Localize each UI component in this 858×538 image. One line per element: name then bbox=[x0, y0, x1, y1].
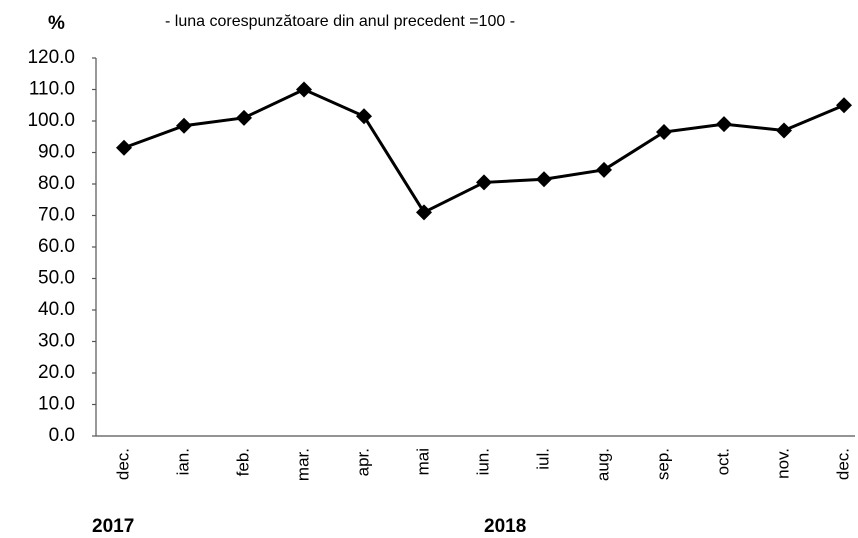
category-group-label: 2017 bbox=[92, 516, 134, 537]
x-tick-label: iul. bbox=[533, 448, 552, 470]
y-tick-label: 10.0 bbox=[38, 394, 75, 415]
y-tick-label: 70.0 bbox=[38, 205, 75, 226]
y-tick-label: 80.0 bbox=[38, 173, 75, 194]
y-tick-label: 60.0 bbox=[38, 236, 75, 257]
marker bbox=[536, 171, 552, 188]
marker bbox=[116, 139, 132, 156]
marker bbox=[716, 116, 732, 133]
x-tick-label: mai bbox=[413, 448, 432, 475]
marker bbox=[296, 81, 312, 98]
x-tick-label: dec. bbox=[833, 448, 852, 480]
y-tick-label: 20.0 bbox=[38, 362, 75, 383]
y-tick-label: 30.0 bbox=[38, 331, 75, 352]
y-tick-label: 40.0 bbox=[38, 299, 75, 320]
x-tick-label: apr. bbox=[353, 448, 372, 476]
y-axis-label: % bbox=[48, 13, 65, 34]
marker bbox=[776, 122, 792, 139]
category-group-label: 2018 bbox=[484, 516, 526, 537]
marker bbox=[416, 204, 432, 221]
y-tick-label: 0.0 bbox=[49, 425, 75, 446]
subtitle: - luna corespunzătoare din anul preceden… bbox=[165, 13, 515, 30]
marker bbox=[836, 97, 852, 114]
y-tick-label: 100.0 bbox=[27, 110, 75, 131]
x-tick-label: aug. bbox=[593, 448, 612, 481]
x-tick-label: nov. bbox=[773, 448, 792, 479]
x-tick-label: sep. bbox=[653, 448, 672, 480]
y-tick-label: 50.0 bbox=[38, 268, 75, 289]
x-tick-label: iun. bbox=[473, 448, 492, 475]
marker bbox=[176, 117, 192, 134]
marker bbox=[656, 124, 672, 141]
x-tick-label: feb. bbox=[233, 448, 252, 476]
x-tick-label: dec. bbox=[113, 448, 132, 480]
line bbox=[123, 87, 845, 215]
marker bbox=[356, 108, 372, 125]
y-tick-label: 90.0 bbox=[38, 142, 75, 163]
y-tick-label: 110.0 bbox=[29, 79, 75, 100]
x-tick-label: oct. bbox=[713, 448, 732, 475]
marker bbox=[236, 109, 252, 126]
marker bbox=[476, 174, 492, 191]
x-tick-label: ian. bbox=[173, 448, 192, 475]
y-tick-label: 120.0 bbox=[27, 47, 75, 68]
marker bbox=[596, 161, 612, 178]
x-tick-label: mar. bbox=[293, 448, 312, 481]
